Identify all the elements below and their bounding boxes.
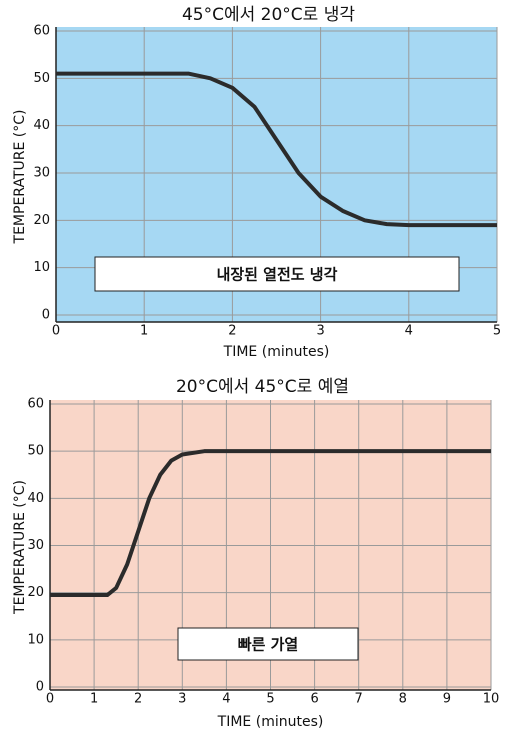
annotation-box <box>94 256 460 292</box>
x-tick-label: 0 <box>52 324 60 339</box>
y-axis-label: TEMPERATURE (°C) <box>12 480 28 615</box>
y-tick-label: 10 <box>27 632 44 647</box>
annotation: 내장된 열전도 냉각 <box>217 266 338 284</box>
y-tick-label: 20 <box>27 585 44 600</box>
chart-title: 45°C에서 20°C로 냉각 <box>182 5 355 25</box>
annotation: 빠른 가열 <box>238 636 298 654</box>
x-axis-label: TIME (minutes) <box>223 344 330 360</box>
y-tick-label: 50 <box>33 71 50 86</box>
data-line <box>50 449 491 598</box>
y-tick-label: 30 <box>27 538 44 553</box>
x-tick-label: 4 <box>222 692 230 707</box>
y-tick-label: 30 <box>33 166 50 181</box>
x-tick-label: 2 <box>134 692 142 707</box>
x-tick-label: 8 <box>399 692 407 707</box>
annotation-box <box>177 627 359 661</box>
y-tick-label: 40 <box>33 118 50 133</box>
x-tick-label: 5 <box>493 324 501 339</box>
y-tick-label: 10 <box>33 260 50 275</box>
x-tick-label: 9 <box>443 692 451 707</box>
y-tick-label: 60 <box>33 24 50 39</box>
chart-title: 20°C에서 45°C로 예열 <box>176 377 349 397</box>
x-tick-label: 4 <box>405 324 413 339</box>
x-tick-label: 10 <box>483 692 500 707</box>
y-tick-label: 0 <box>42 308 50 323</box>
x-tick-label: 0 <box>46 692 54 707</box>
x-tick-label: 3 <box>178 692 186 707</box>
x-tick-label: 1 <box>140 324 148 339</box>
x-tick-label: 3 <box>316 324 324 339</box>
x-tick-label: 2 <box>228 324 236 339</box>
x-tick-label: 7 <box>355 692 363 707</box>
x-tick-label: 1 <box>90 692 98 707</box>
y-axis-label: TEMPERATURE (°C) <box>12 110 28 245</box>
y-tick-label: 50 <box>27 444 44 459</box>
y-tick-label: 0 <box>36 680 44 695</box>
x-axis-label: TIME (minutes) <box>217 714 324 730</box>
x-tick-label: 5 <box>266 692 274 707</box>
data-line <box>56 71 497 228</box>
y-tick-label: 40 <box>27 491 44 506</box>
y-tick-label: 20 <box>33 213 50 228</box>
x-tick-label: 6 <box>310 692 318 707</box>
y-tick-label: 60 <box>27 397 44 412</box>
